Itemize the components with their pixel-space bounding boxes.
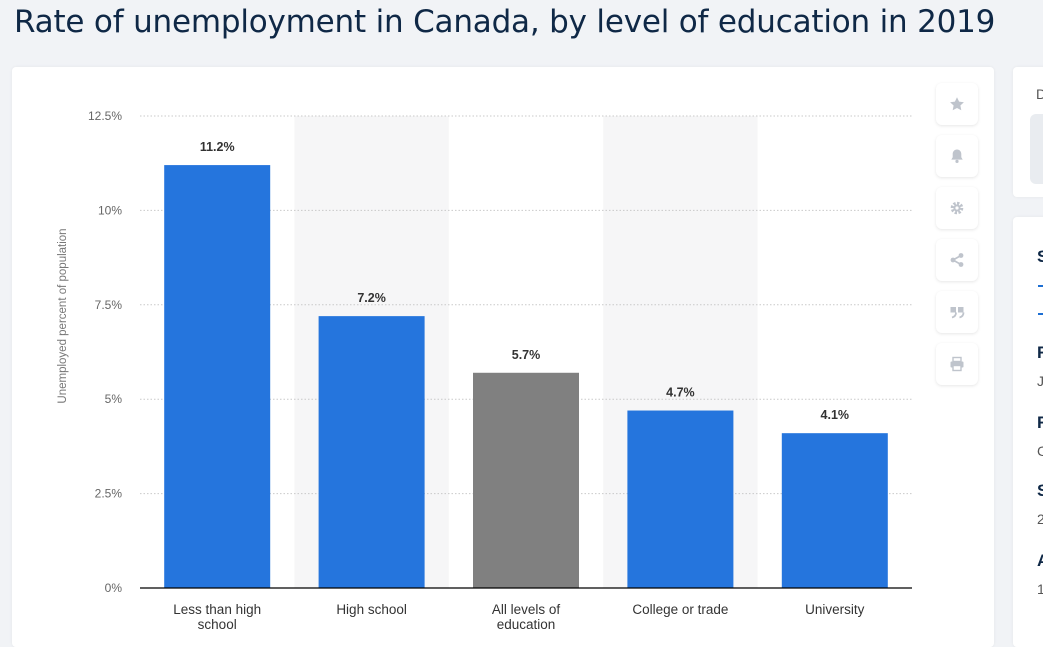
bar[interactable] — [627, 410, 734, 588]
gear-icon — [950, 201, 964, 215]
cite-button[interactable] — [936, 291, 978, 333]
y-tick-label: 0% — [105, 581, 123, 595]
sidebar-info-value-age: 1 — [1037, 581, 1043, 597]
bar-value-label: 4.1% — [821, 408, 850, 422]
star-icon — [950, 97, 964, 111]
sidebar-info-heading-source: S — [1037, 247, 1043, 266]
sidebar-info-heading-release: R — [1037, 343, 1043, 363]
sidebar-info-heading-region: R — [1037, 413, 1043, 433]
sidebar-info-heading-age: A — [1037, 551, 1043, 571]
sidebar-download-button[interactable] — [1030, 114, 1043, 184]
bar[interactable] — [473, 372, 579, 588]
x-tick-label: College or trade — [632, 602, 728, 617]
sidebar-info-value-release: J — [1037, 373, 1043, 389]
bar-value-label: 7.2% — [357, 291, 386, 305]
chart-card: 0% 2.5% 5% 7.5% 10% 12.5% Unemployed percent o… — [12, 67, 994, 647]
bar-chart: 0% 2.5% 5% 7.5% 10% 12.5% Unemployed percent o… — [57, 109, 912, 632]
sidebar-info-link-2[interactable] — [1038, 313, 1043, 315]
x-tick-label: Less than high — [173, 602, 261, 617]
bell-icon — [951, 149, 963, 163]
y-tick-label: 2.5% — [95, 487, 123, 501]
sidebar-info-heading-survey: S — [1037, 481, 1043, 500]
y-tick-label: 12.5% — [88, 109, 122, 123]
notification-button[interactable] — [936, 135, 978, 177]
x-tick-label: school — [198, 617, 237, 632]
y-tick-label: 5% — [105, 392, 123, 406]
sidebar-info-link-1[interactable] — [1038, 285, 1043, 287]
bar[interactable] — [318, 316, 425, 588]
bar-value-label: 5.7% — [512, 348, 541, 362]
bar-value-label: 4.7% — [666, 386, 695, 400]
page-title: Rate of unemployment in Canada, by level… — [14, 4, 996, 40]
bar[interactable] — [781, 433, 888, 588]
sidebar-download-heading: D — [1036, 86, 1043, 102]
share-icon — [950, 253, 964, 267]
x-tick-label: All levels of — [492, 602, 561, 617]
bar[interactable] — [164, 165, 271, 588]
x-tick-label: High school — [336, 602, 407, 617]
sidebar-info-value-survey: 2 — [1037, 511, 1043, 527]
y-axis-title: Unemployed percent of population — [57, 228, 69, 403]
print-button[interactable] — [936, 343, 978, 385]
y-tick-label: 7.5% — [95, 298, 123, 312]
settings-button[interactable] — [936, 187, 978, 229]
sidebar-info-card — [1013, 217, 1043, 647]
quote-icon — [950, 307, 965, 319]
favorite-button[interactable] — [936, 83, 978, 125]
x-tick-label: University — [805, 602, 865, 617]
share-button[interactable] — [936, 239, 978, 281]
y-tick-label: 10% — [98, 203, 122, 217]
sidebar-info-value-region: C — [1037, 443, 1043, 459]
x-tick-label: education — [497, 617, 556, 632]
bar-value-label: 11.2% — [200, 140, 235, 154]
printer-icon — [950, 356, 964, 372]
